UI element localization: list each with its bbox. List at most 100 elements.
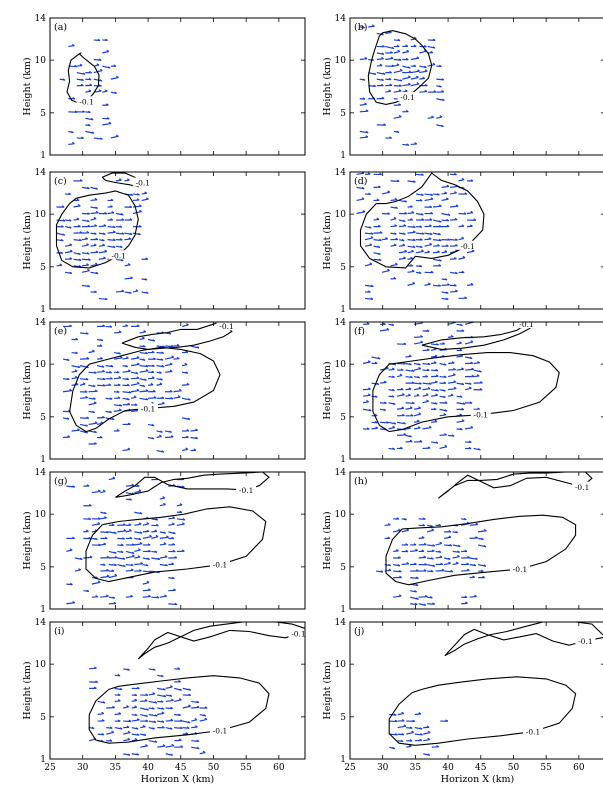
y-tick-label: 14 [335, 618, 347, 628]
wind-vector-head [416, 419, 420, 422]
wind-vector-head [139, 209, 142, 213]
wind-vector-head [429, 224, 432, 227]
y-tick-label: 5 [40, 413, 46, 423]
wind-vector-head [398, 528, 401, 531]
wind-vector-head [92, 410, 96, 414]
wind-vector-head [439, 115, 443, 118]
wind-vector-head [142, 344, 146, 348]
wind-vector-head [461, 236, 465, 239]
wind-vector-head [443, 375, 447, 378]
wind-vector-head [68, 192, 71, 195]
wind-vector-head [427, 282, 431, 285]
wind-vector [165, 345, 174, 348]
wind-vector-head [173, 588, 176, 591]
wind-vector-head [402, 232, 406, 235]
wind-vector-head [411, 401, 415, 404]
wind-vector-head [377, 185, 381, 188]
panel-i: -0.1 -0.1 (i) 1 5 10 14 Height (km) 25 30 35 40 45 50… [22, 618, 306, 785]
wind-vector-head [75, 337, 79, 341]
wind-vector [407, 231, 416, 234]
y-tick-label: 5 [340, 713, 346, 723]
wind-vector-head [374, 413, 378, 417]
wind-vector-head [95, 187, 99, 190]
wind-vector-head [393, 232, 397, 235]
wind-vector [398, 244, 405, 247]
wind-vector [431, 355, 438, 358]
wind-vector [134, 543, 143, 546]
wind-vector-head [365, 135, 369, 138]
axis-frame [49, 171, 306, 310]
wind-vector-head [126, 705, 130, 708]
panel-g: -0.1 -0.1 (g) 1 5 10 14 Height (km) [22, 468, 306, 615]
wind-vector-head [448, 535, 452, 538]
wind-vector [413, 387, 422, 391]
wind-vector [418, 596, 428, 598]
wind-vector-head [464, 549, 468, 552]
wind-vector [148, 377, 155, 380]
wind-vector [406, 731, 414, 735]
wind-vector-head [145, 389, 149, 392]
wind-vector-head [93, 686, 97, 689]
wind-vector-head [196, 346, 200, 349]
wind-vector [364, 263, 372, 267]
wind-vector-head [408, 393, 411, 396]
wind-vector-head [97, 489, 101, 492]
axis-frame [49, 471, 306, 610]
wind-vector [142, 570, 152, 573]
wind-vector-head [416, 56, 420, 59]
plot-area: -0.1 -0.1 [88, 622, 305, 756]
wind-vector-head [102, 563, 106, 566]
wind-vector-head [130, 568, 134, 571]
wind-vector-head [409, 406, 413, 409]
wind-vector-head [447, 283, 450, 286]
wind-vector-head [394, 262, 398, 265]
contour-line [388, 676, 577, 746]
wind-vector-head [103, 542, 107, 545]
wind-vector-head [172, 549, 176, 553]
y-tick-label: 10 [35, 510, 47, 520]
wind-vector-head [104, 89, 108, 92]
wind-vector-head [131, 543, 135, 546]
wind-vector-head [169, 727, 173, 730]
wind-vector-head [162, 744, 166, 747]
wind-vector-head [121, 232, 125, 235]
contour-label: -0.1 [519, 320, 533, 329]
wind-vector-head [148, 588, 151, 591]
wind-vector-head [148, 594, 151, 598]
wind-vector [159, 543, 167, 546]
wind-vector-head [418, 271, 422, 274]
contour-label-bg [210, 725, 230, 735]
wind-vector-head [461, 177, 465, 181]
wind-vector-head [393, 713, 397, 716]
wind-vector-head [389, 136, 392, 139]
contour-line [437, 472, 593, 499]
wind-vector [142, 523, 150, 526]
wind-vector-head [398, 594, 402, 597]
wind-vector-head [95, 576, 98, 579]
wind-vector-head [393, 276, 397, 280]
wind-vector [71, 370, 78, 373]
wind-vector-head [131, 554, 135, 557]
wind-vector-head [81, 136, 84, 139]
wind-vector-head [95, 210, 99, 214]
wind-vector-head [179, 688, 182, 691]
wind-vector-head [377, 252, 381, 255]
wind-vector-head [97, 517, 101, 520]
wind-vector-head [75, 375, 78, 379]
wind-vector-head [135, 289, 139, 292]
contour-label: -0.1 [291, 630, 305, 639]
wind-vector-head [152, 339, 156, 342]
wind-vector [424, 283, 431, 286]
wind-vector-head [145, 291, 149, 294]
wind-vector-head [121, 218, 125, 221]
wind-vector-head [442, 342, 446, 345]
panel-j: -0.1 -0.1 (j) 1 5 10 14 Height (km) 25 30 35 40 45 50… [322, 618, 603, 785]
wind-vector-head [157, 557, 161, 560]
wind-vector-head [414, 142, 418, 145]
y-axis-label: Height (km) [22, 211, 33, 269]
wind-vector-head [378, 258, 382, 261]
wind-vector-head [383, 123, 387, 126]
wind-vector-head [419, 245, 423, 248]
wind-vector-head [145, 397, 149, 401]
wind-vector-head [145, 693, 149, 696]
